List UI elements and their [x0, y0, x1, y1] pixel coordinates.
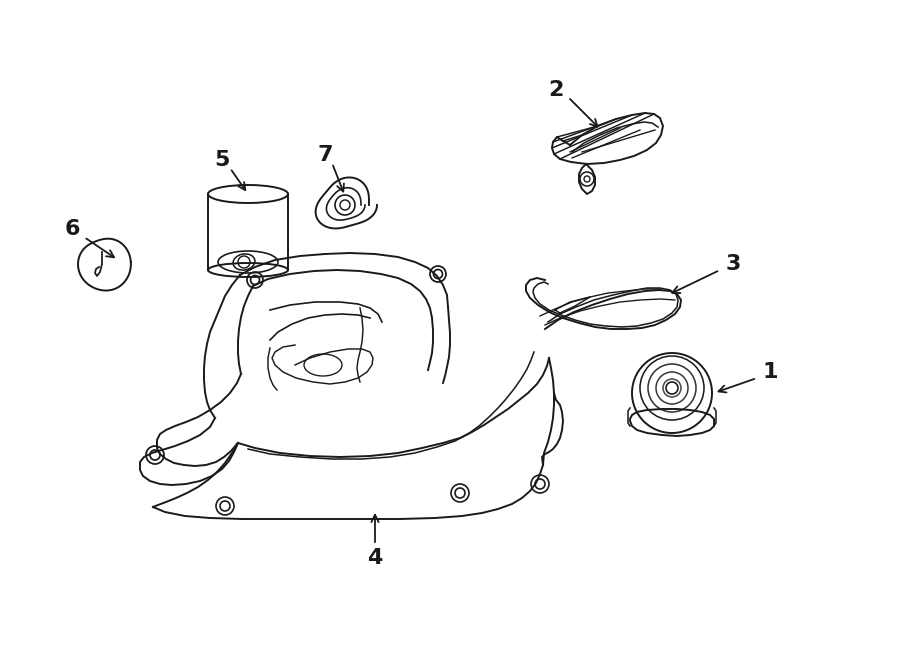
- Text: 1: 1: [762, 362, 778, 382]
- Text: 5: 5: [214, 150, 230, 170]
- Text: 6: 6: [64, 219, 80, 239]
- Text: 3: 3: [725, 254, 741, 274]
- Text: 7: 7: [317, 145, 333, 165]
- Text: 4: 4: [367, 548, 382, 568]
- Text: 2: 2: [548, 80, 563, 100]
